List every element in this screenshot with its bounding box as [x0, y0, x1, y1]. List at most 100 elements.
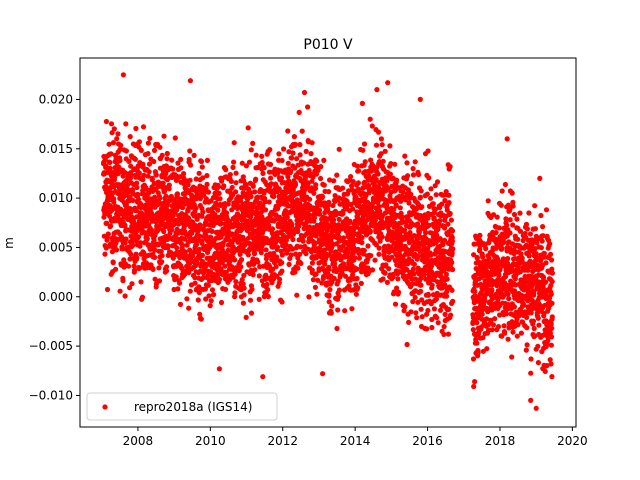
data-point: [133, 125, 139, 132]
data-point: [188, 162, 194, 168]
data-point: [218, 299, 225, 306]
data-point: [138, 240, 144, 246]
data-point: [140, 177, 146, 183]
data-point: [510, 199, 516, 205]
data-point: [127, 285, 133, 291]
data-point: [143, 185, 149, 191]
data-point: [449, 259, 455, 266]
data-point: [514, 333, 520, 339]
data-point: [178, 165, 184, 171]
data-point: [158, 248, 164, 254]
data-point: [197, 222, 203, 228]
data-point: [429, 316, 435, 323]
data-point: [472, 288, 478, 294]
data-point: [367, 116, 373, 122]
data-point: [108, 121, 115, 127]
data-point: [268, 175, 274, 181]
data-point: [516, 313, 522, 319]
data-point: [204, 181, 210, 187]
data-point: [313, 182, 319, 188]
data-point: [285, 174, 291, 180]
data-point: [164, 264, 170, 270]
data-point: [109, 130, 115, 136]
data-point: [373, 177, 379, 183]
data-point: [441, 268, 447, 274]
data-point: [418, 188, 424, 194]
data-point: [406, 200, 412, 206]
data-point: [211, 292, 217, 298]
data-point: [496, 272, 502, 278]
data-point: [233, 189, 239, 195]
data-point: [336, 287, 342, 293]
data-point: [441, 324, 447, 330]
data-point: [418, 275, 424, 281]
data-point: [146, 161, 153, 167]
y-tick-label: 0.015: [39, 142, 73, 156]
data-point: [306, 294, 312, 300]
data-point: [218, 220, 224, 226]
data-point: [294, 292, 300, 298]
data-point: [114, 136, 120, 142]
data-point: [358, 269, 365, 275]
data-point: [395, 276, 401, 282]
data-point: [199, 252, 205, 258]
data-point: [186, 269, 192, 276]
data-point: [216, 190, 222, 196]
data-point: [336, 146, 342, 152]
data-point: [355, 180, 361, 186]
data-point: [375, 171, 381, 177]
data-point: [294, 156, 300, 162]
data-point: [266, 199, 272, 205]
data-point: [312, 284, 318, 290]
data-point: [174, 245, 180, 251]
data-point: [435, 320, 441, 326]
data-point: [330, 217, 337, 223]
data-point: [450, 298, 456, 304]
data-point: [487, 236, 493, 243]
data-point: [532, 246, 538, 252]
data-point: [139, 294, 146, 300]
data-point: [362, 159, 368, 165]
data-point: [152, 194, 158, 200]
data-point: [437, 307, 444, 313]
data-point: [102, 251, 108, 257]
data-point: [159, 152, 165, 158]
data-point: [136, 139, 142, 145]
data-point: [409, 276, 415, 282]
data-point: [290, 236, 296, 243]
data-point: [429, 269, 435, 275]
data-point: [445, 221, 451, 227]
data-point: [424, 191, 430, 197]
data-point: [484, 346, 490, 352]
data-point: [423, 219, 429, 225]
data-point: [128, 251, 134, 257]
data-point: [449, 287, 455, 293]
data-point: [111, 199, 117, 205]
data-point: [268, 181, 274, 187]
data-point: [521, 302, 527, 308]
data-point: [480, 335, 486, 341]
y-tick-label: 0.020: [39, 92, 73, 106]
data-point: [493, 230, 499, 236]
data-point: [250, 140, 256, 146]
data-point: [135, 192, 141, 198]
data-point: [245, 252, 251, 258]
data-point: [252, 267, 258, 273]
data-point: [443, 271, 449, 277]
data-point: [441, 237, 448, 243]
y-tick-label: 0.010: [39, 191, 73, 205]
data-point: [442, 311, 448, 317]
data-point: [131, 263, 137, 269]
data-points: [100, 72, 556, 411]
data-point: [160, 180, 166, 186]
data-point: [368, 157, 374, 163]
data-point: [485, 198, 491, 204]
data-point: [414, 315, 420, 321]
data-point: [549, 300, 555, 306]
data-point: [292, 141, 298, 147]
data-point: [265, 293, 271, 300]
data-point: [399, 214, 405, 220]
data-point: [535, 343, 541, 349]
data-point: [524, 314, 530, 320]
data-point: [112, 174, 118, 180]
